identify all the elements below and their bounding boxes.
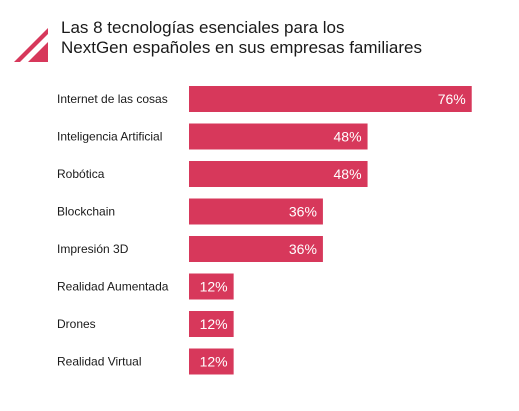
value-label: 48% — [334, 129, 362, 145]
bar — [189, 161, 368, 187]
logo-cut-shape — [20, 34, 48, 62]
category-label: Robótica — [57, 167, 105, 181]
brand-triangle-logo-icon — [14, 28, 48, 62]
value-label: 36% — [289, 241, 317, 257]
value-label: 12% — [200, 279, 228, 295]
value-label: 36% — [289, 204, 317, 220]
bar — [189, 348, 234, 375]
value-label: 12% — [200, 316, 228, 332]
chart-title: Las 8 tecnologías esenciales para los Ne… — [61, 18, 511, 58]
category-label: Impresión 3D — [57, 242, 129, 256]
value-label: 48% — [334, 166, 362, 182]
chart-title-line-1: Las 8 tecnologías esenciales para los — [61, 18, 345, 37]
chart-header: Las 8 tecnologías esenciales para los Ne… — [14, 18, 514, 78]
category-label: Internet de las cosas — [57, 92, 168, 106]
value-label: 12% — [200, 354, 228, 370]
category-label: Realidad Aumentada — [57, 280, 169, 294]
category-label: Realidad Virtual — [57, 355, 142, 369]
category-label: Inteligencia Artificial — [57, 130, 162, 144]
bar — [189, 311, 234, 337]
category-label: Drones — [57, 317, 96, 331]
category-label: Blockchain — [57, 205, 115, 219]
bar — [189, 273, 234, 300]
chart-title-line-2: NextGen españoles en sus empresas famili… — [61, 38, 422, 57]
bar — [189, 86, 472, 112]
logo-upper-shape — [14, 28, 48, 62]
value-label: 76% — [438, 91, 466, 107]
bar — [189, 123, 368, 150]
logo-lower-shape — [32, 46, 48, 62]
bar — [189, 236, 323, 262]
bar — [189, 198, 323, 225]
